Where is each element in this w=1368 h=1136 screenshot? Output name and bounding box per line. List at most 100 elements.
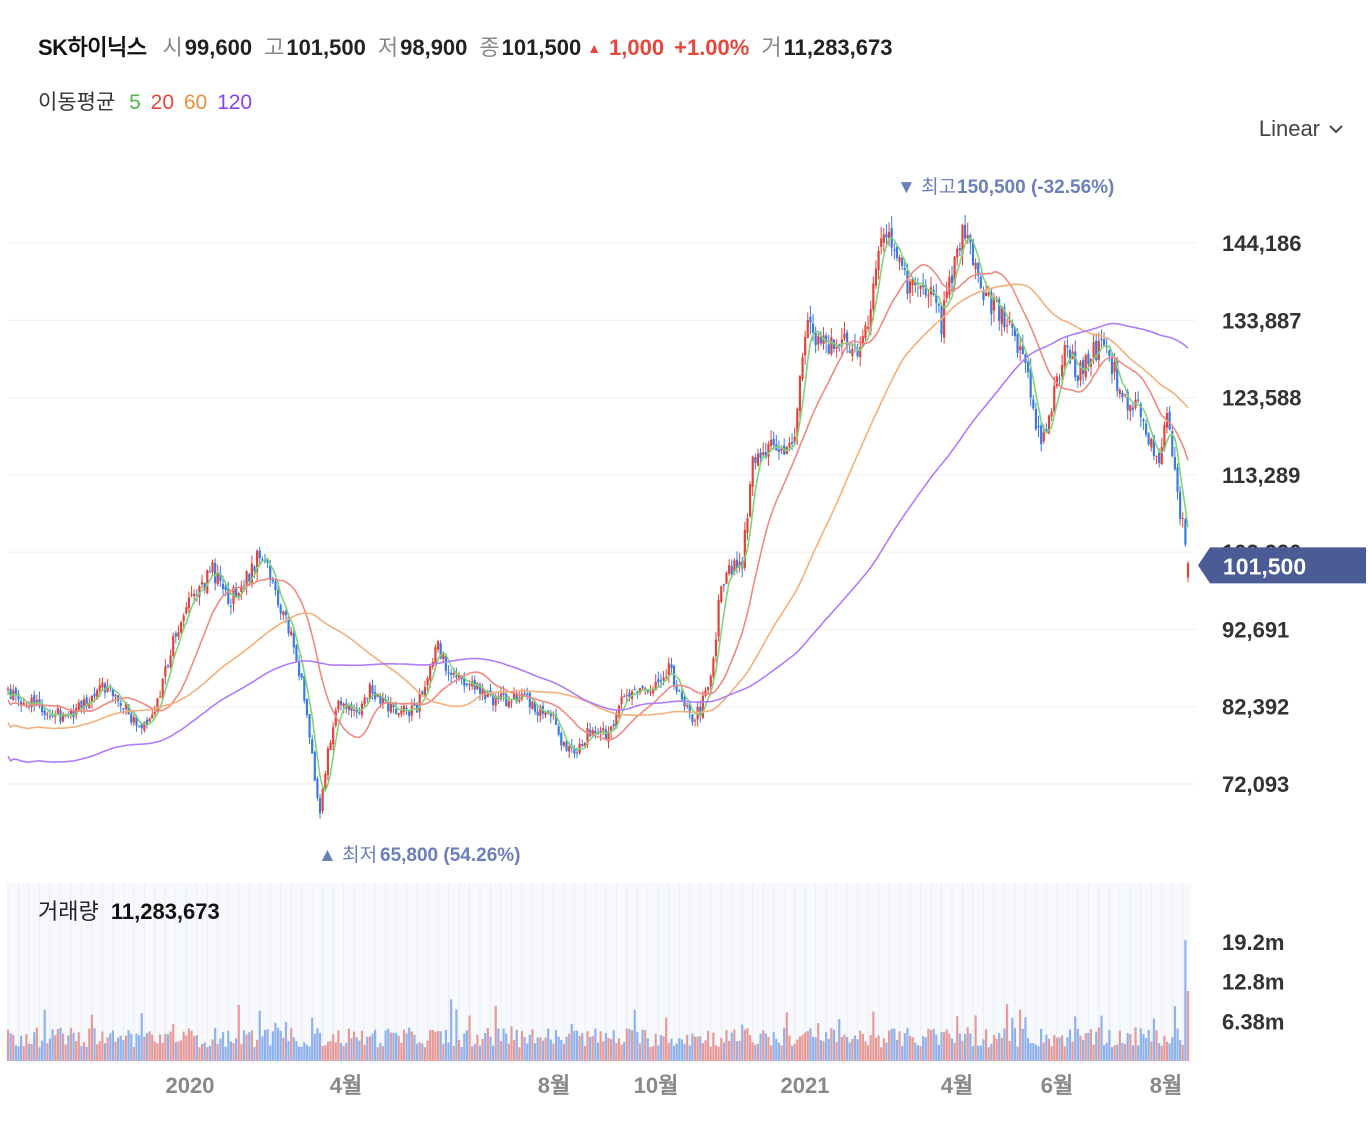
candle-body (185, 607, 188, 614)
candle (153, 705, 156, 717)
candle-body (33, 695, 36, 705)
volume-bar (242, 1030, 246, 1061)
volume-bar (426, 1040, 429, 1061)
candle-body (429, 666, 432, 681)
candle (1079, 360, 1082, 387)
volume-bar (756, 1043, 760, 1061)
volume-bar (208, 1045, 212, 1061)
volume-bar (785, 1012, 788, 1061)
volume-bar (489, 1036, 492, 1061)
candle (843, 321, 846, 341)
volume-bar (901, 1046, 904, 1061)
candle-body (505, 693, 508, 706)
candle (1066, 337, 1069, 358)
candle-body (586, 727, 589, 745)
candle (303, 674, 306, 704)
candle-body (864, 325, 867, 338)
candle-body (549, 713, 552, 717)
candle (38, 691, 41, 709)
candle-body (1158, 453, 1161, 464)
candle-body (544, 711, 547, 716)
candle (725, 571, 728, 585)
volume-bar (830, 1028, 833, 1061)
candle-body (229, 605, 232, 607)
candle (901, 257, 904, 270)
volume-bar (484, 1032, 487, 1061)
candle-body (187, 597, 191, 609)
candle-body (476, 683, 479, 690)
candle-body (943, 300, 946, 338)
volume-bar (990, 1043, 993, 1061)
candle-body (290, 631, 293, 636)
volume-bar (232, 1043, 235, 1061)
candle-body (339, 700, 343, 706)
volume-bar (570, 1023, 573, 1061)
volume-bar (17, 1046, 20, 1061)
candle-body (468, 684, 471, 686)
volume-bar (838, 1019, 841, 1061)
volume-bar (342, 1045, 345, 1061)
x-tick-label: 2021 (781, 1073, 830, 1098)
volume-bar (292, 1037, 295, 1061)
volume-bar (520, 1031, 524, 1061)
candle-body (861, 336, 864, 348)
price-tick-label: 123,588 (1222, 386, 1302, 411)
candle (720, 585, 723, 604)
volume-bar (337, 1030, 340, 1061)
volume-bar (119, 1035, 122, 1061)
candle (526, 687, 529, 700)
volume-bar (486, 1027, 489, 1061)
candle-body (321, 788, 324, 812)
candle-body (927, 295, 930, 297)
scale-selector[interactable]: Linear (1259, 116, 1344, 142)
candle (644, 686, 647, 696)
volume-bar (644, 1030, 647, 1061)
volume-bar (140, 1013, 143, 1061)
candle-body (906, 270, 909, 294)
volume-bar (914, 1042, 917, 1061)
volume-bar (6, 1029, 10, 1061)
volume-bar (872, 1011, 875, 1061)
candle-body (30, 697, 33, 707)
candle-body (908, 281, 912, 293)
candle (216, 564, 219, 587)
candle (387, 695, 390, 718)
candle-body (937, 304, 940, 306)
volume-bar (166, 1034, 170, 1061)
volume-bar (617, 1038, 621, 1061)
candle (1123, 393, 1127, 399)
volume-bar (1110, 1047, 1114, 1061)
high-value: 101,500 (286, 35, 366, 60)
ma-120-label: 120 (217, 91, 253, 114)
candle (219, 565, 222, 587)
candle-body (6, 688, 10, 690)
volume-bar (1000, 1037, 1003, 1061)
volume-bar (793, 1043, 796, 1061)
candle-body (1011, 323, 1014, 328)
candle-body (714, 639, 718, 657)
candle-body (531, 701, 534, 710)
candle (992, 292, 996, 322)
candle-body (376, 694, 379, 697)
candle-body (992, 297, 996, 311)
candle-body (240, 585, 243, 592)
candle-body (439, 643, 442, 659)
candle-body (138, 725, 141, 727)
candle (783, 438, 786, 456)
moving-average-legend[interactable]: 이동평균 5 20 60 120 (38, 86, 256, 116)
candle (350, 701, 353, 718)
candle (743, 521, 746, 571)
volume-bar (1116, 1044, 1119, 1061)
candle-body (463, 677, 466, 686)
candle (777, 440, 781, 460)
volume-bar (720, 1037, 723, 1061)
candle-body (135, 716, 138, 726)
candle-body (945, 291, 948, 299)
candle-body (966, 235, 969, 239)
candle-body (256, 550, 259, 572)
volume-bar (974, 1015, 977, 1061)
candle-body (492, 693, 495, 706)
volume-bar (444, 1029, 448, 1061)
volume-bar (1134, 1027, 1137, 1061)
